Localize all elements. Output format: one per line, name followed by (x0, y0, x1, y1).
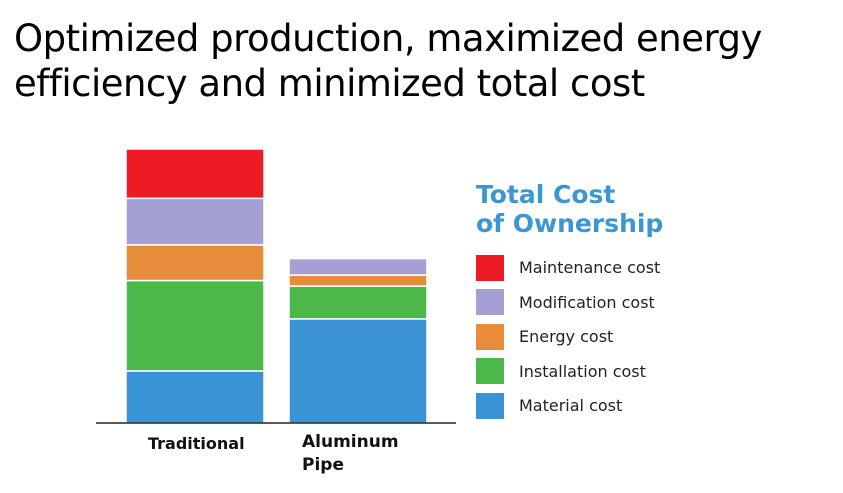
legend-title: Total Cost of Ownership (476, 180, 664, 238)
legend-item-maintenance-cost: Maintenance cost (476, 254, 816, 281)
bar-aluminum-pipe-installation-cost (288, 285, 428, 320)
page-title: Optimized production, maximized energy e… (14, 17, 762, 105)
legend-swatch (476, 323, 504, 350)
legend-label: Maintenance cost (519, 258, 661, 277)
legend: Total Cost of Ownership Maintenance cost… (476, 180, 816, 427)
bar-traditional-energy-cost (125, 244, 265, 282)
legend-swatch (476, 358, 504, 384)
legend-item-energy-cost: Energy cost (476, 323, 816, 350)
legend-label: Material cost (519, 396, 623, 415)
bars-group (125, 148, 428, 424)
legend-swatch (476, 254, 504, 281)
legend-swatch (476, 392, 504, 419)
bar-traditional-material-cost (125, 370, 265, 424)
legend-swatch (476, 289, 504, 315)
legend-item-modification-cost: Modification cost (476, 289, 816, 316)
legend-item-installation-cost: Installation cost (476, 358, 816, 385)
category-labels: Traditional Aluminum Pipe (148, 432, 399, 475)
legend-label: Modification cost (519, 292, 655, 312)
bar-traditional-modification-cost (125, 197, 265, 246)
bar-aluminum-pipe-material-cost (288, 318, 428, 424)
legend-label: Installation cost (519, 361, 646, 381)
category-label-aluminum-pipe: Aluminum Pipe (302, 432, 399, 475)
legend-list: Maintenance cost Modification cost Energy … (476, 254, 816, 419)
bar-traditional-installation-cost (125, 279, 265, 372)
bar-aluminum-pipe-energy-cost (288, 274, 428, 287)
legend-item-material-cost: Material cost (476, 392, 816, 419)
bar-aluminum-pipe-modification-cost (288, 257, 428, 276)
legend-label: Energy cost (519, 327, 614, 346)
category-label-traditional: Traditional (148, 434, 245, 453)
bar-traditional-maintenance-cost (125, 148, 265, 200)
